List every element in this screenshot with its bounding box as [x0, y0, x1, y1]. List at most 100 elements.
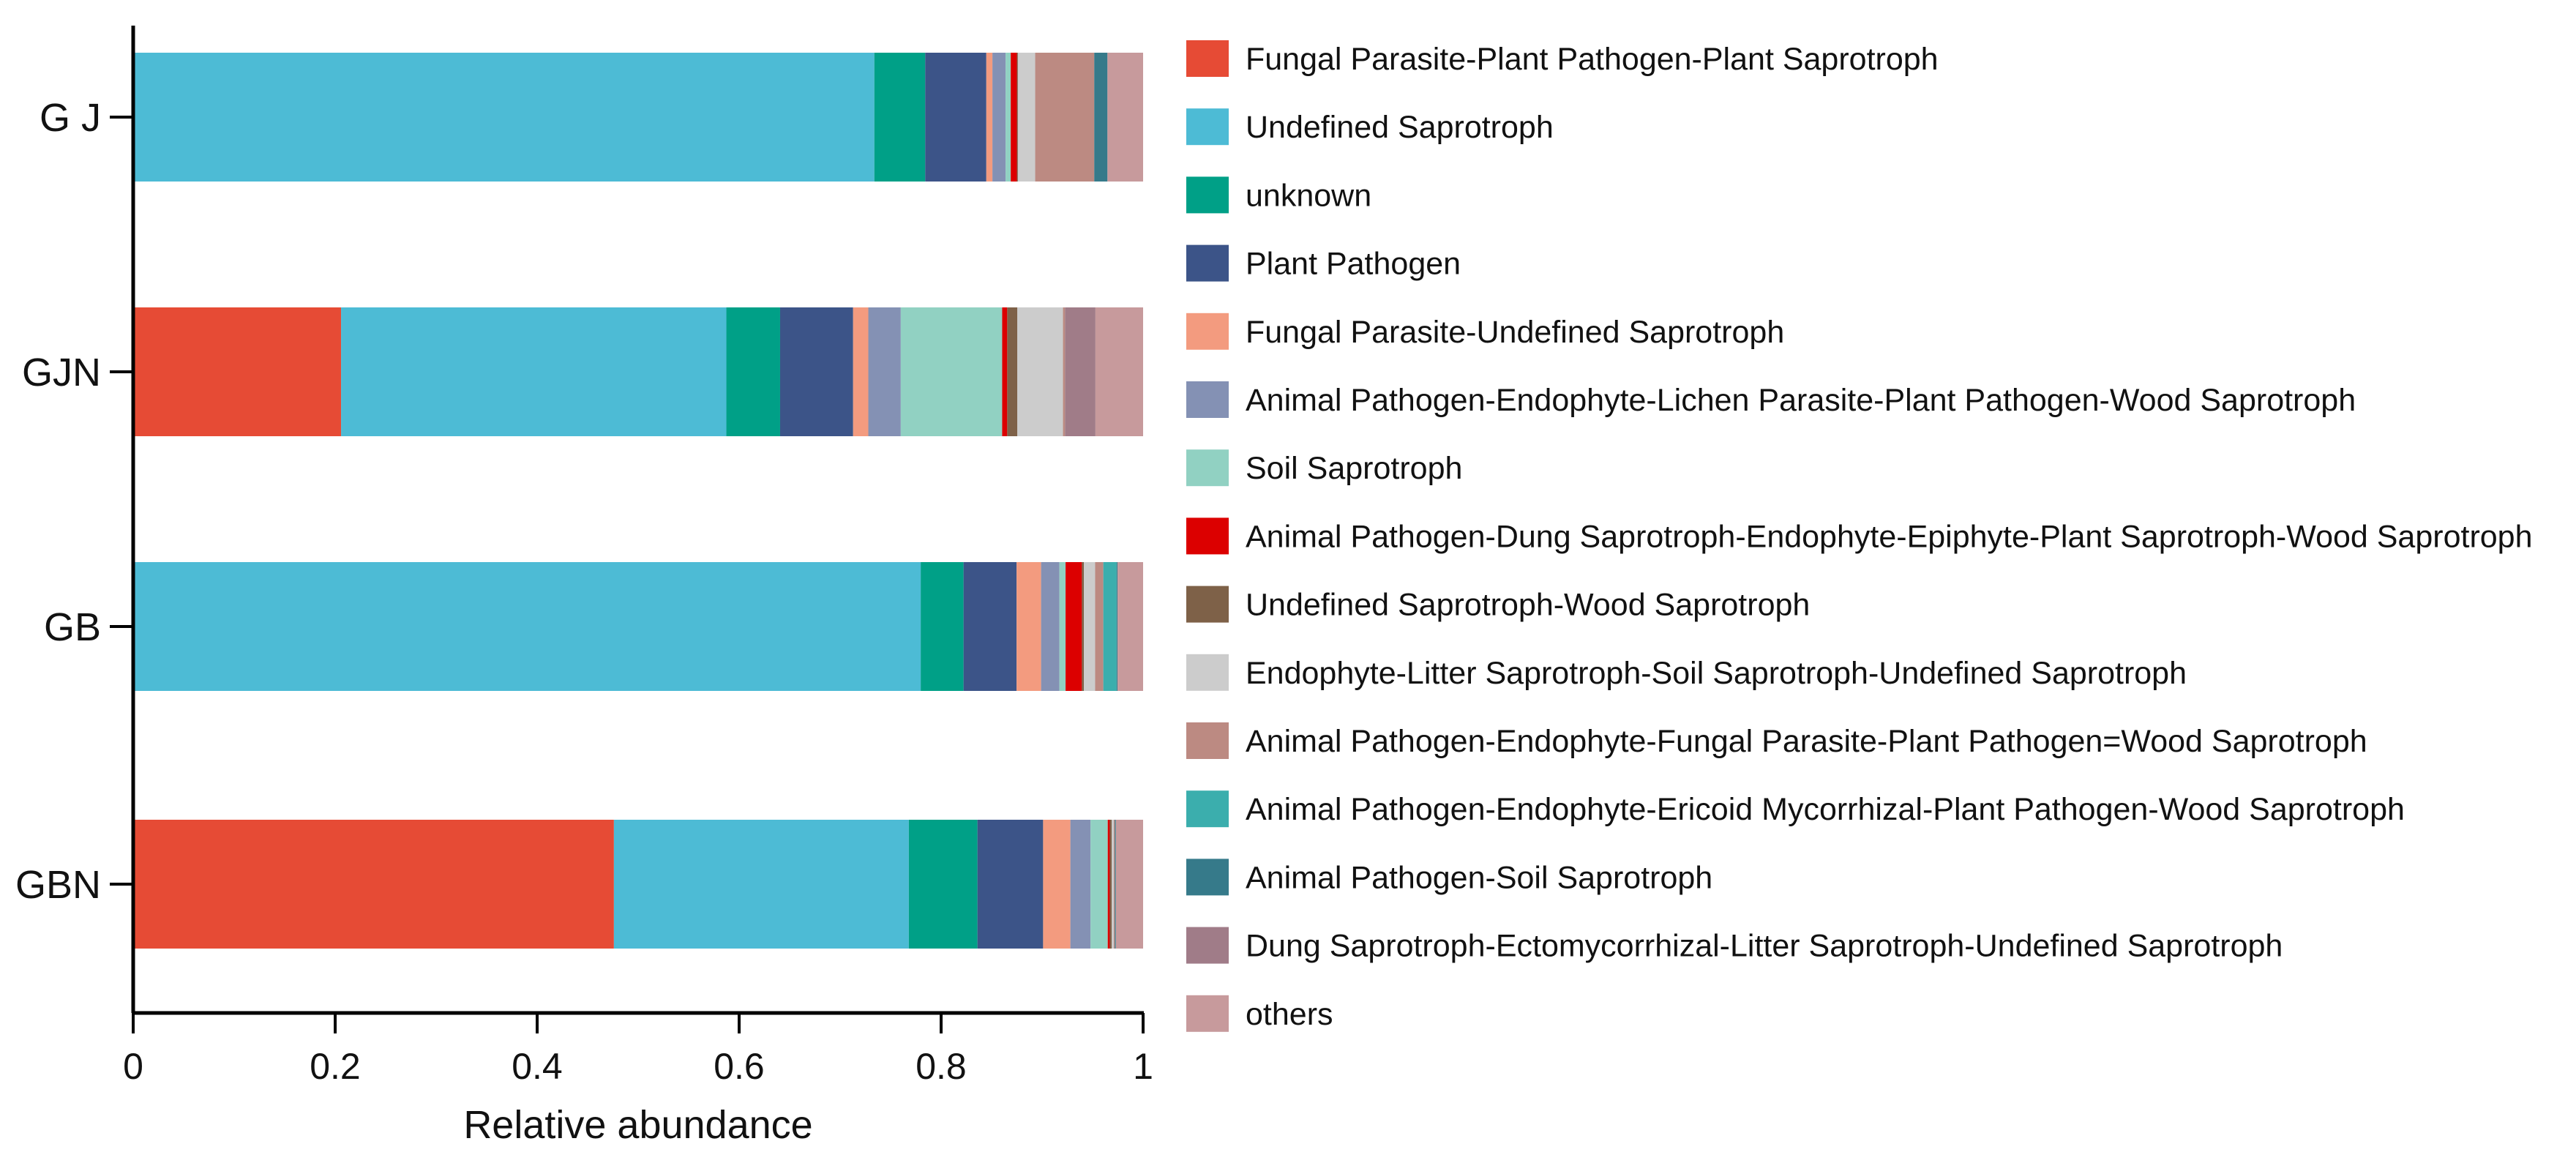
bar-segment: [133, 307, 342, 436]
legend-label: Dung Saprotroph-Ectomycorrhizal-Litter S…: [1246, 929, 2283, 964]
bar-segment: [1090, 820, 1108, 949]
legend-item: Undefined Saprotroph-Wood Saprotroph: [1186, 586, 1810, 623]
legend-label: Fungal Parasite-Undefined Saprotroph: [1246, 315, 1784, 350]
x-tick-label: 0.4: [512, 1046, 563, 1087]
legend-swatch: [1186, 244, 1229, 282]
bar-segment: [925, 53, 986, 182]
bar-segment: [868, 307, 901, 436]
bar-segment: [1065, 307, 1096, 436]
bar-segment: [1107, 820, 1110, 949]
legend-label: Undefined Saprotroph: [1246, 110, 1554, 145]
legend-item: Animal Pathogen-Endophyte-Fungal Parasit…: [1186, 722, 2367, 759]
bars-layer: [133, 53, 1143, 949]
bar-segment: [1016, 53, 1018, 182]
bar-segment: [977, 820, 1044, 949]
bar-segment: [1095, 307, 1143, 436]
legend-swatch: [1186, 995, 1229, 1032]
bar-segment: [1066, 562, 1082, 691]
bar-segment: [133, 820, 614, 949]
bar-segment: [874, 53, 926, 182]
legend-item: Animal Pathogen-Endophyte-Lichen Parasit…: [1186, 381, 2356, 418]
legend-item: Endophyte-Litter Saprotroph-Soil Saprotr…: [1186, 654, 2187, 691]
x-tick-label: 1: [1133, 1046, 1153, 1087]
bar-segment: [1107, 53, 1143, 182]
legend-item: Animal Pathogen-Dung Saprotroph-Endophyt…: [1186, 517, 2533, 555]
bar-segment: [900, 307, 1003, 436]
bar-group-gj: [133, 53, 1143, 182]
bar-segment: [908, 820, 978, 949]
bar-segment: [986, 53, 993, 182]
legend-label: Soil Saprotroph: [1246, 451, 1462, 486]
legend-item: others: [1186, 995, 1333, 1032]
x-tick-label: 0.2: [310, 1046, 361, 1087]
bar-segment: [726, 307, 780, 436]
x-tick-label: 0.6: [714, 1046, 765, 1087]
bar-segment: [1084, 562, 1096, 691]
legend-swatch: [1186, 722, 1229, 759]
bar-segment: [779, 307, 853, 436]
bar-segment: [1016, 562, 1041, 691]
bar-segment: [1103, 562, 1117, 691]
legend-swatch: [1186, 40, 1229, 77]
legend-label: Animal Pathogen-Soil Saprotroph: [1246, 860, 1712, 895]
legend-swatch: [1186, 790, 1229, 828]
bar-segment: [133, 53, 875, 182]
legend-item: Animal Pathogen-Soil Saprotroph: [1186, 859, 1712, 896]
legend-swatch: [1186, 859, 1229, 896]
legend: Fungal Parasite-Plant Pathogen-Plant Sap…: [1186, 40, 2533, 1032]
bar-segment: [1082, 562, 1085, 691]
bar-segment: [992, 53, 1006, 182]
bar-segment: [133, 562, 921, 691]
bar-segment: [963, 562, 1017, 691]
ticks-layer: G J GJN GB GBN 0 0.2 0.4 0.6 0.8 1: [15, 96, 1153, 1087]
bar-segment: [1035, 53, 1095, 182]
bar-segment: [613, 820, 909, 949]
legend-label: Animal Pathogen-Endophyte-Ericoid Mycorr…: [1246, 792, 2405, 827]
bar-segment: [1059, 562, 1066, 691]
bar-segment: [1063, 307, 1066, 436]
legend-label: Animal Pathogen-Endophyte-Fungal Parasit…: [1246, 724, 2367, 759]
legend-swatch: [1186, 517, 1229, 555]
legend-label: Animal Pathogen-Dung Saprotroph-Endophyt…: [1246, 519, 2533, 554]
legend-item: Dung Saprotroph-Ectomycorrhizal-Litter S…: [1186, 927, 2283, 964]
legend-swatch: [1186, 654, 1229, 691]
legend-label: Endophyte-Litter Saprotroph-Soil Saprotr…: [1246, 656, 2187, 691]
legend-swatch: [1186, 176, 1229, 214]
legend-label: Undefined Saprotroph-Wood Saprotroph: [1246, 588, 1810, 623]
bar-segment: [1017, 53, 1036, 182]
legend-item: Fungal Parasite-Undefined Saprotroph: [1186, 313, 1784, 350]
bar-group-gb: [133, 562, 1143, 691]
bar-segment: [1117, 562, 1143, 691]
bar-segment: [1115, 820, 1143, 949]
bar-segment: [1017, 307, 1063, 436]
legend-label: Animal Pathogen-Endophyte-Lichen Parasit…: [1246, 383, 2356, 418]
bar-segment: [1043, 820, 1071, 949]
legend-swatch: [1186, 108, 1229, 146]
legend-item: unknown: [1186, 176, 1371, 214]
bar-segment: [1094, 53, 1108, 182]
y-tick-label: GB: [44, 605, 101, 649]
x-tick-label: 0: [123, 1046, 143, 1087]
axes-layer: [131, 26, 1144, 1015]
legend-swatch: [1186, 927, 1229, 964]
bar-segment: [341, 307, 727, 436]
legend-swatch: [1186, 586, 1229, 623]
legend-item: Fungal Parasite-Plant Pathogen-Plant Sap…: [1186, 40, 1939, 77]
bar-group-gbn: [133, 820, 1143, 949]
bar-segment: [1070, 820, 1091, 949]
y-tick-label: GJN: [22, 351, 101, 394]
legend-swatch: [1186, 313, 1229, 350]
bar-segment: [853, 307, 869, 436]
legend-label: unknown: [1246, 178, 1371, 213]
bar-segment: [1095, 562, 1104, 691]
legend-label: others: [1246, 997, 1333, 1032]
legend-label: Plant Pathogen: [1246, 247, 1461, 282]
bar-group-gjn: [133, 307, 1143, 436]
legend-swatch: [1186, 449, 1229, 487]
bar-segment: [1011, 53, 1017, 182]
legend-item: Soil Saprotroph: [1186, 449, 1462, 487]
bar-segment: [1113, 820, 1115, 949]
y-tick-label: GBN: [15, 863, 101, 907]
legend-item: Plant Pathogen: [1186, 244, 1461, 282]
